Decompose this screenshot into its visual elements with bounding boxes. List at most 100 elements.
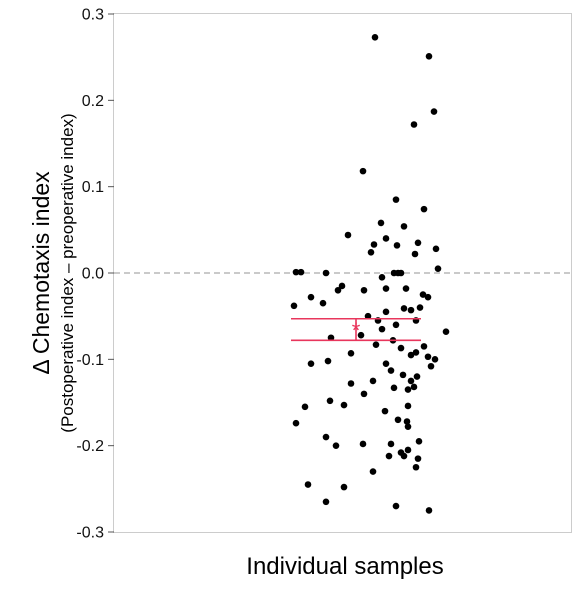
- data-point: [344, 231, 352, 239]
- data-point: [390, 269, 398, 277]
- data-point: [338, 282, 346, 290]
- data-points: [290, 34, 450, 514]
- data-point: [369, 468, 377, 475]
- data-point: [322, 269, 330, 277]
- data-point: [400, 452, 408, 460]
- data-point: [397, 269, 405, 277]
- data-point: [319, 299, 327, 307]
- data-point: [370, 241, 378, 248]
- data-point: [387, 367, 395, 374]
- data-point: [393, 242, 401, 249]
- data-point: [399, 371, 407, 379]
- data-point: [367, 248, 375, 256]
- data-point: [397, 344, 405, 352]
- data-point: [425, 53, 433, 60]
- data-point: [424, 293, 432, 301]
- data-point: [332, 442, 340, 449]
- data-point: [382, 308, 390, 316]
- data-point: [392, 196, 400, 203]
- data-point: [407, 377, 415, 385]
- y-axis-title: Δ Chemotaxis index: [28, 171, 54, 375]
- data-point: [414, 455, 422, 462]
- x-axis-title: Individual samples: [246, 553, 443, 580]
- data-point: [371, 34, 379, 41]
- data-point: [297, 268, 305, 276]
- data-point: [334, 286, 342, 294]
- plot-frame: [113, 13, 572, 533]
- data-point: [372, 341, 380, 348]
- y-tick-label: -0.3: [76, 525, 104, 542]
- y-tick-label: 0.3: [82, 7, 104, 24]
- data-point: [410, 121, 418, 128]
- data-point: [410, 383, 418, 391]
- mean-confidence-marker: *: [291, 317, 421, 343]
- data-point: [411, 250, 419, 258]
- data-point: [382, 360, 390, 367]
- data-point: [340, 401, 348, 409]
- data-point: [387, 440, 395, 448]
- data-point: [424, 353, 432, 361]
- data-point: [431, 356, 439, 363]
- data-point: [427, 362, 435, 370]
- data-point: [425, 507, 433, 514]
- data-point: [360, 286, 368, 294]
- data-point: [434, 265, 442, 272]
- data-point: [420, 343, 428, 350]
- data-point: [404, 402, 412, 410]
- data-point: [322, 498, 330, 506]
- y-tick-label: 0.1: [82, 179, 104, 196]
- data-point: [407, 306, 415, 314]
- data-point: [322, 433, 330, 441]
- data-point: [304, 481, 312, 488]
- data-point: [327, 334, 335, 342]
- data-point: [392, 321, 400, 329]
- y-tick-label: -0.2: [76, 438, 104, 455]
- data-point: [377, 219, 385, 227]
- y-tick-label: 0.0: [82, 266, 104, 283]
- data-point: [400, 223, 408, 230]
- data-point: [442, 328, 450, 336]
- y-axis-subtitle: (Postoperative index – preoperative inde…: [58, 113, 77, 432]
- data-point: [412, 463, 420, 471]
- mean-star-marker: *: [352, 318, 361, 343]
- data-point: [364, 312, 372, 320]
- data-point: [404, 386, 412, 393]
- data-point: [394, 416, 402, 424]
- data-point: [378, 325, 386, 333]
- data-point: [301, 403, 309, 411]
- data-point: [290, 302, 298, 310]
- data-point: [307, 293, 315, 301]
- data-point: [404, 446, 412, 454]
- data-point: [385, 452, 393, 460]
- y-tick-label: 0.2: [82, 93, 104, 110]
- data-point: [432, 245, 440, 253]
- data-point: [381, 407, 389, 415]
- data-point: [378, 274, 386, 281]
- data-point: [416, 304, 424, 311]
- data-point: [357, 331, 365, 339]
- data-point: [415, 438, 423, 445]
- data-point: [407, 351, 415, 359]
- data-point: [414, 239, 422, 247]
- data-point: [359, 440, 367, 448]
- data-point: [347, 349, 355, 357]
- data-point: [392, 502, 400, 510]
- data-point: [369, 377, 377, 385]
- data-point: [359, 167, 367, 175]
- data-point: [324, 357, 332, 365]
- data-point: [420, 205, 428, 213]
- data-point: [413, 373, 421, 380]
- data-point: [419, 291, 427, 298]
- data-point: [360, 390, 368, 398]
- data-point: [402, 285, 410, 292]
- data-point: [382, 285, 390, 292]
- data-point: [292, 268, 300, 276]
- y-tick-label: -0.1: [76, 352, 104, 369]
- data-point: [307, 360, 315, 367]
- data-point: [382, 235, 390, 242]
- data-point: [340, 483, 348, 491]
- y-axis-ticks: 0.3 0.2 0.1 0.0 -0.1 -0.2 -0.3: [76, 7, 114, 542]
- data-point: [403, 418, 411, 425]
- data-point: [430, 108, 438, 115]
